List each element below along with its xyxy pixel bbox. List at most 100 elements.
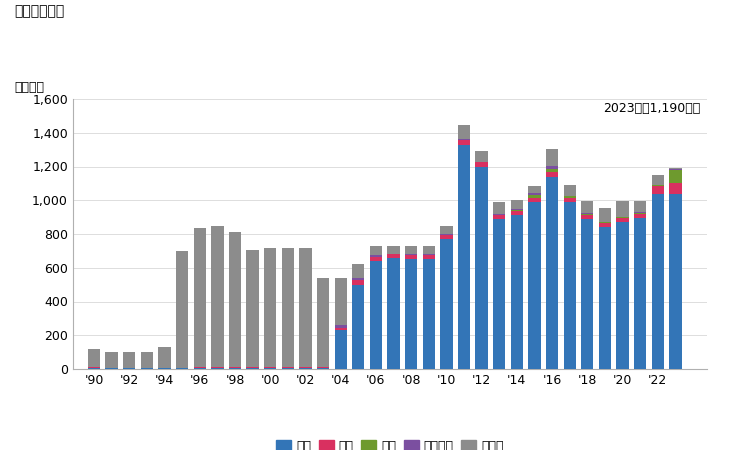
Bar [634,201,647,212]
Bar [634,212,647,213]
Bar [281,367,294,368]
Bar [475,162,488,166]
Bar [669,168,682,169]
Bar [652,184,664,185]
Bar [300,248,311,367]
Bar [581,202,593,213]
Bar [317,367,330,368]
Bar [370,257,382,261]
Bar [511,211,523,216]
Bar [617,217,628,218]
Bar [211,368,224,369]
Bar [141,351,153,368]
Bar [440,235,453,239]
Bar [405,246,417,254]
Bar [246,368,259,369]
Bar [546,166,558,169]
Bar [458,140,470,144]
Bar [440,226,453,234]
Text: 2023年：1,190トン: 2023年：1,190トン [604,102,701,115]
Bar [546,176,558,369]
Bar [564,202,576,369]
Bar [458,139,470,140]
Bar [370,256,382,257]
Bar [387,246,399,254]
Bar [511,209,523,210]
Bar [581,213,593,214]
Bar [493,214,505,215]
Bar [652,186,664,194]
Bar [669,169,682,170]
Bar [581,219,593,369]
Bar [141,368,153,369]
Bar [617,222,628,369]
Bar [194,368,206,369]
Bar [458,144,470,369]
Bar [652,185,664,186]
Bar [352,280,364,285]
Bar [300,368,311,369]
Bar [546,169,558,172]
Bar [423,246,435,254]
Bar [405,255,417,259]
Bar [493,215,505,219]
Bar [669,194,682,369]
Bar [546,149,558,166]
Bar [652,194,664,369]
Bar [564,198,576,202]
Bar [405,259,417,369]
Bar [493,202,505,214]
Bar [370,246,382,256]
Bar [88,368,100,369]
Bar [423,254,435,255]
Bar [264,367,276,368]
Text: 輸入量の推移: 輸入量の推移 [15,4,65,18]
Bar [475,166,488,369]
Bar [511,210,523,211]
Bar [300,367,311,368]
Bar [352,278,364,280]
Legend: 中国, 米国, タイ, スペイン, その他: 中国, 米国, タイ, スペイン, その他 [271,435,509,450]
Bar [335,328,347,330]
Bar [423,255,435,259]
Bar [335,330,347,369]
Text: 単位トン: 単位トン [15,81,44,94]
Bar [106,351,118,368]
Bar [281,248,294,367]
Bar [88,367,100,368]
Bar [246,250,259,368]
Bar [511,216,523,369]
Bar [229,368,241,369]
Bar [440,239,453,369]
Bar [546,172,558,176]
Bar [281,368,294,369]
Bar [529,195,541,198]
Bar [599,227,611,369]
Bar [529,202,541,369]
Bar [581,215,593,219]
Bar [370,261,382,369]
Bar [564,196,576,198]
Bar [405,254,417,255]
Bar [352,265,364,278]
Bar [264,248,276,367]
Bar [529,194,541,195]
Bar [634,218,647,369]
Bar [423,259,435,369]
Bar [317,278,330,367]
Bar [564,185,576,196]
Bar [387,254,399,258]
Bar [529,198,541,202]
Bar [529,186,541,194]
Bar [229,233,241,368]
Bar [158,347,171,368]
Bar [176,368,188,369]
Bar [88,349,100,367]
Bar [617,218,628,222]
Bar [634,214,647,218]
Bar [634,213,647,214]
Bar [493,219,505,369]
Bar [335,325,347,328]
Bar [599,223,611,227]
Bar [352,285,364,369]
